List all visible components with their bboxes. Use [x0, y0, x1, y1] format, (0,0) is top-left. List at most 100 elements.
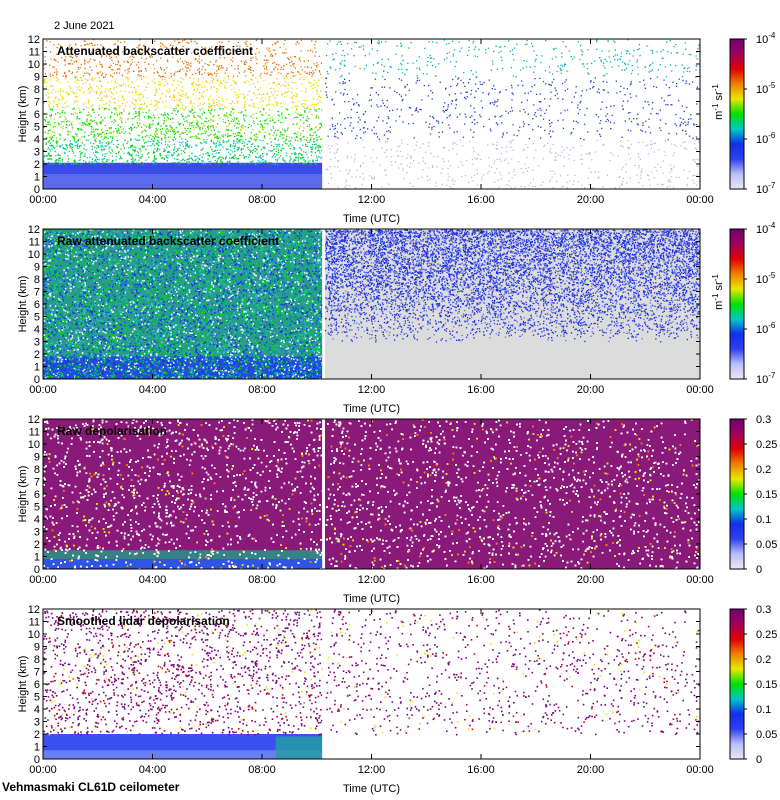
x-tick-label: 16:00 — [467, 384, 495, 396]
data-gap — [322, 609, 325, 759]
colorbar-tick-label: 0.2 — [756, 654, 771, 666]
x-tick-label: 08:00 — [248, 384, 276, 396]
y-tick-label: 8 — [34, 464, 40, 476]
x-tick-label: 12:00 — [358, 574, 386, 586]
y-tick-label: 8 — [34, 274, 40, 286]
panel-title: Smoothed lidar depolarisation — [57, 614, 230, 628]
colorbar-tick-label: 0.05 — [756, 729, 777, 741]
y-tick-label: 1 — [34, 172, 40, 184]
y-tick-label: 5 — [34, 502, 40, 514]
colorbar-tick-label: 0.1 — [756, 704, 771, 716]
y-tick-label: 5 — [34, 692, 40, 704]
colorbar-tick-label: 10-6 — [756, 131, 776, 146]
y-tick-label: 6 — [34, 109, 40, 121]
x-tick-label: 08:00 — [248, 574, 276, 586]
y-tick-label: 4 — [34, 704, 40, 716]
y-tick-label: 8 — [34, 84, 40, 96]
y-tick-label: 4 — [34, 134, 40, 146]
y-tick-label: 3 — [34, 717, 40, 729]
x-tick-label: 12:00 — [358, 194, 386, 206]
colorbar-scale — [729, 608, 745, 760]
y-tick-label: 0 — [34, 184, 40, 196]
x-tick-label: 04:00 — [139, 764, 167, 776]
heatmap-cells — [43, 419, 700, 569]
colorbar-tick-label: 0 — [756, 754, 762, 766]
y-tick-label: 10 — [28, 629, 40, 641]
y-tick-label: 9 — [34, 262, 40, 274]
y-tick-label: 7 — [34, 667, 40, 679]
y-tick-label: 7 — [34, 477, 40, 489]
y-tick-label: 0 — [34, 374, 40, 386]
heatmap-field — [43, 229, 700, 379]
y-tick-label: 11 — [29, 617, 40, 629]
y-tick-label: 9 — [34, 452, 40, 464]
x-tick-label: 12:00 — [358, 764, 386, 776]
y-tick-label: 10 — [28, 249, 40, 261]
colorbar-unit: m-1 sr-1 — [711, 84, 725, 120]
x-axis-label: Time (UTC) — [343, 593, 400, 605]
y-axis-label: Height (km) — [17, 466, 29, 523]
colorbar-unit: m-1 sr-1 — [711, 274, 725, 310]
x-tick-label: 04:00 — [139, 194, 167, 206]
heatmap-cells — [43, 229, 700, 379]
y-tick-label: 1 — [34, 362, 40, 374]
heatmap-field — [43, 419, 700, 569]
colorbar-tick-label: 0.3 — [756, 414, 771, 426]
y-tick-label: 12 — [28, 224, 40, 236]
y-axis-label: Height (km) — [17, 656, 29, 713]
y-tick-label: 7 — [34, 287, 40, 299]
x-tick-label: 20:00 — [577, 384, 605, 396]
colorbar: 10-7 10-6 10-5 10-4 m-1 sr-1 — [711, 31, 776, 196]
y-tick-label: 3 — [34, 527, 40, 539]
x-axis-label: Time (UTC) — [343, 213, 400, 225]
colorbar-tick-label: 10-5 — [756, 81, 776, 96]
panel-2: Raw attenuated backscatter coefficient01… — [17, 221, 776, 415]
y-tick-label: 3 — [34, 147, 40, 159]
x-tick-label: 20:00 — [577, 764, 605, 776]
y-tick-label: 2 — [34, 729, 40, 741]
colorbar: 10-7 10-6 10-5 10-4 m-1 sr-1 — [711, 221, 776, 386]
y-tick-label: 5 — [34, 312, 40, 324]
colorbar-scale — [729, 228, 745, 380]
y-tick-label: 6 — [34, 679, 40, 691]
colorbar-tick-label: 0.1 — [756, 514, 771, 526]
y-tick-label: 3 — [34, 337, 40, 349]
colorbar-tick-label: 0.15 — [756, 489, 777, 501]
y-tick-label: 10 — [28, 59, 40, 71]
colorbar: 0 0.05 0.1 0.15 0.2 0.25 0.3 — [729, 604, 777, 766]
x-tick-label: 20:00 — [577, 194, 605, 206]
x-tick-label: 00:00 — [29, 764, 57, 776]
colorbar-tick-label: 0.25 — [756, 629, 777, 641]
panel-title: Raw depolarisation — [57, 424, 167, 438]
x-tick-label: 04:00 — [139, 384, 167, 396]
x-tick-label: 16:00 — [467, 574, 495, 586]
colorbar-tick-label: 0.05 — [756, 539, 777, 551]
colorbar-tick-label: 10-6 — [756, 321, 776, 336]
y-tick-label: 12 — [28, 604, 40, 616]
y-tick-label: 12 — [28, 34, 40, 46]
y-tick-label: 12 — [28, 414, 40, 426]
data-gap — [322, 39, 325, 189]
y-tick-label: 0 — [34, 754, 40, 766]
y-tick-label: 9 — [34, 72, 40, 84]
y-tick-label: 9 — [34, 642, 40, 654]
x-tick-label: 08:00 — [248, 194, 276, 206]
x-axis-label: Time (UTC) — [343, 403, 400, 415]
y-tick-label: 4 — [34, 514, 40, 526]
y-tick-label: 2 — [34, 539, 40, 551]
site-label: Vehmasmaki CL61D ceilometer — [2, 780, 179, 794]
colorbar-tick-label: 0.25 — [756, 439, 777, 451]
colorbar-scale — [729, 38, 745, 190]
heatmap-cells — [43, 609, 700, 736]
y-tick-label: 7 — [34, 97, 40, 109]
x-axis-label: Time (UTC) — [343, 783, 400, 795]
colorbar-tick-label: 0 — [756, 564, 762, 576]
y-tick-label: 2 — [34, 349, 40, 361]
panel-title: Attenuated backscatter coefficient — [57, 44, 253, 58]
y-tick-label: 5 — [34, 122, 40, 134]
x-tick-label: 00:00 — [686, 384, 714, 396]
panel-3: Raw depolarisation0123456789101112Height… — [17, 414, 777, 605]
y-tick-label: 11 — [29, 237, 40, 249]
x-tick-label: 08:00 — [248, 764, 276, 776]
